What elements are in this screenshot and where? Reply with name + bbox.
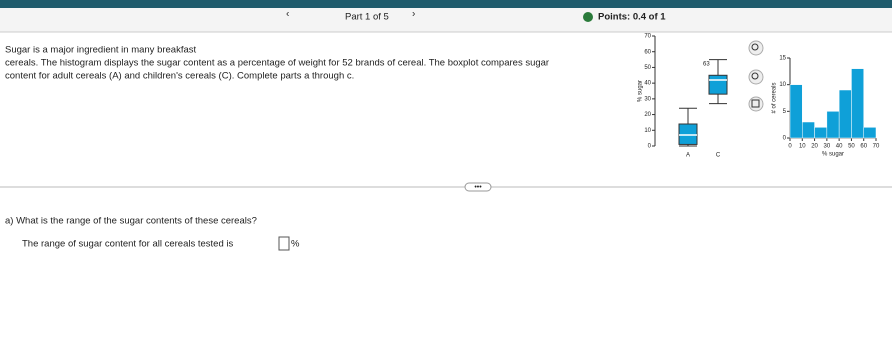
box: [708, 74, 728, 95]
y-tick-label: 15: [779, 56, 786, 62]
x-tick-label: C: [716, 153, 721, 159]
y-tick-label: 5: [783, 109, 787, 115]
points-icon: [583, 12, 593, 22]
answer-input[interactable]: [278, 236, 290, 251]
y-axis-label: # of cereals: [772, 82, 778, 113]
problem-line: cereals. The histogram displays the suga…: [5, 58, 549, 69]
y-tick-label: 70: [644, 34, 651, 40]
y-tick-label: 0: [783, 136, 787, 142]
histogram-bar: [826, 111, 840, 139]
x-tick-label: 20: [811, 144, 818, 150]
x-tick-label: 0: [788, 144, 792, 150]
zoom-icon[interactable]: [748, 40, 764, 56]
zoom-icon[interactable]: [748, 69, 764, 85]
histogram-bar: [838, 89, 852, 139]
histogram-bar: [814, 127, 828, 139]
histogram-bar: [789, 84, 803, 139]
x-tick-label: 60: [860, 144, 867, 150]
y-tick-label: 50: [644, 65, 651, 71]
x-tick-label: 70: [873, 144, 880, 150]
question-prompt: a) What is the range of the sugar conten…: [5, 216, 257, 227]
y-tick-label: 10: [644, 128, 651, 134]
annotation: 63: [703, 62, 710, 68]
x-tick-label: A: [686, 153, 690, 159]
x-axis-label: % sugar: [822, 152, 844, 158]
histogram-bar: [802, 121, 815, 139]
x-tick-label: 50: [848, 144, 855, 150]
y-tick-label: 0: [648, 144, 652, 150]
y-tick-label: 10: [779, 82, 786, 88]
answer-prefix: The range of sugar content for all cerea…: [22, 239, 233, 250]
prev-arrow[interactable]: ‹: [286, 9, 289, 20]
points-label: Points: 0.4 of 1: [598, 12, 666, 23]
box: [678, 123, 698, 145]
y-tick-label: 40: [644, 81, 651, 87]
histogram-bar: [851, 68, 864, 139]
y-tick-label: 30: [644, 96, 651, 102]
x-tick-label: 30: [824, 144, 831, 150]
answer-suffix: %: [291, 239, 300, 250]
y-tick-label: 20: [644, 112, 651, 118]
expand-button[interactable]: [464, 182, 492, 192]
next-arrow[interactable]: ›: [412, 9, 415, 20]
histogram-bar: [863, 127, 877, 139]
popout-icon[interactable]: [748, 96, 764, 112]
problem-line: content for adult cereals (A) and childr…: [5, 71, 354, 82]
x-tick-label: 40: [836, 144, 843, 150]
part-label: Part 1 of 5: [345, 12, 389, 23]
y-axis-label: % sugar: [638, 80, 644, 102]
problem-line: Sugar is a major ingredient in many brea…: [5, 45, 197, 56]
header-bar: [0, 8, 892, 32]
top-bar: [0, 0, 892, 8]
y-tick-label: 60: [644, 49, 651, 55]
expand-dots[interactable]: •••: [474, 184, 482, 191]
x-tick-label: 10: [799, 144, 806, 150]
